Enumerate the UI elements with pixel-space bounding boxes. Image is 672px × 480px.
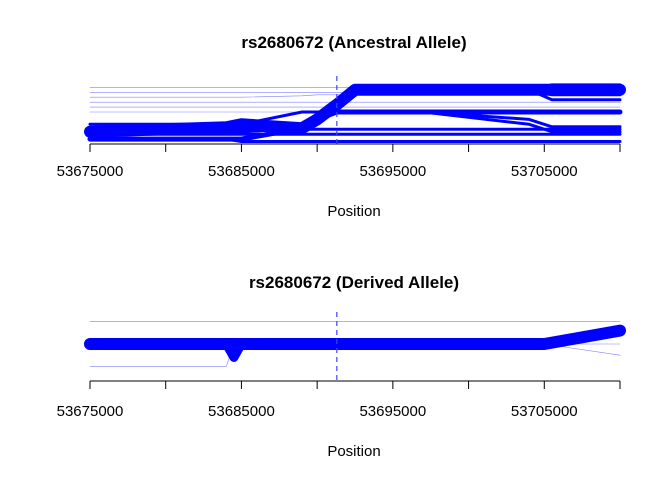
panel-derived: rs2680672 (Derived Allele) 53675000 53685… xyxy=(57,273,626,460)
series-line-13 xyxy=(88,88,622,134)
x-tick-label: 53705000 xyxy=(511,403,578,420)
x-tick-label: 53695000 xyxy=(359,163,426,180)
x-axis: 53675000 53685000 53695000 53705000 xyxy=(57,143,621,180)
x-tick-label: 53695000 xyxy=(359,403,426,420)
x-tick-label: 53685000 xyxy=(208,403,275,420)
series-line-4 xyxy=(84,324,626,350)
x-tick-label: 53685000 xyxy=(208,163,275,180)
chart-title: rs2680672 (Ancestral Allele) xyxy=(241,33,466,52)
panel-ancestral: rs2680672 (Ancestral Allele) 53675000 536… xyxy=(57,33,626,220)
series-layer xyxy=(84,83,626,143)
x-axis-label: Position xyxy=(327,203,380,220)
series-line-17 xyxy=(88,110,622,141)
chart-title: rs2680672 (Derived Allele) xyxy=(249,273,459,292)
x-tick-label: 53705000 xyxy=(511,163,578,180)
x-axis: 53675000 53685000 53695000 53705000 xyxy=(57,380,621,420)
series-layer xyxy=(84,321,626,367)
x-tick-label: 53675000 xyxy=(57,403,124,420)
x-axis-label: Position xyxy=(327,443,380,460)
x-tick-label: 53675000 xyxy=(57,163,124,180)
